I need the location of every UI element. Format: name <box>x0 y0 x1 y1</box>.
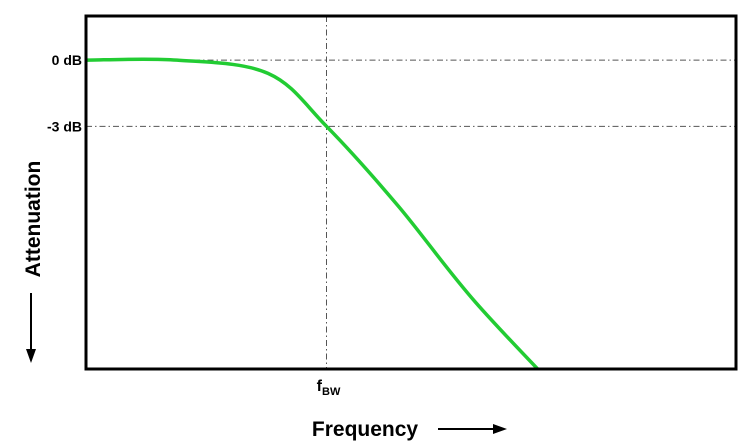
y-axis-title: Attenuation <box>22 161 45 278</box>
x-marker-label-sub: BW <box>322 386 341 398</box>
x-axis-title: Frequency <box>312 418 419 441</box>
y-tick-labels: 0 dB -3 dB <box>47 52 82 134</box>
y-tick-label: 0 dB <box>52 52 82 68</box>
plot-frame <box>84 14 738 371</box>
down-arrow-icon <box>26 293 36 363</box>
right-arrow-icon <box>438 424 507 434</box>
series-line <box>86 57 541 369</box>
y-tick-label: -3 dB <box>47 118 82 134</box>
x-marker-label: fBW <box>317 378 341 398</box>
x-marker-label-main: f <box>317 378 323 395</box>
reference-lines <box>86 16 736 369</box>
